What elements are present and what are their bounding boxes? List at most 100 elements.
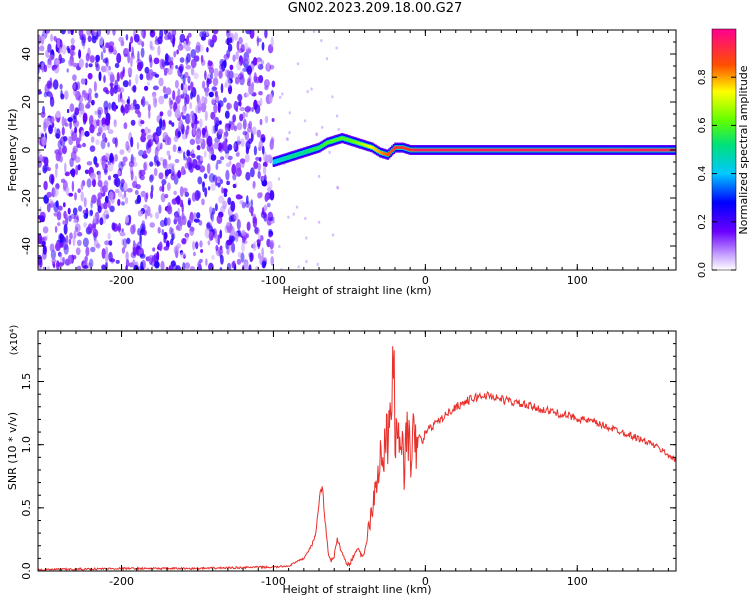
signal-ridge-cell — [284, 156, 288, 160]
signal-ridge-cell — [385, 152, 388, 156]
noise-cell — [158, 204, 162, 214]
noise-cell — [196, 41, 201, 51]
noise-cell — [221, 187, 224, 194]
noise-cell — [226, 180, 231, 186]
noise-cell — [195, 241, 199, 250]
signal-ridge-cell — [547, 148, 550, 152]
noise-cell — [263, 204, 268, 212]
noise-cell — [149, 222, 155, 228]
noise-cell — [306, 90, 309, 94]
noise-cell — [49, 77, 53, 87]
signal-ridge-cell — [574, 148, 578, 152]
noise-cell — [251, 106, 255, 113]
noise-cell — [199, 165, 206, 173]
noise-cell — [215, 234, 221, 244]
signal-ridge-cell — [650, 148, 654, 152]
noise-cell — [114, 62, 120, 69]
noise-cell — [49, 96, 55, 107]
noise-cell — [91, 99, 95, 106]
signal-ridge-cell — [312, 148, 315, 151]
noise-cell — [242, 112, 246, 119]
noise-cell — [208, 91, 214, 98]
noise-cell — [98, 119, 103, 129]
noise-cell — [131, 54, 135, 60]
signal-ridge-cell — [319, 145, 323, 148]
noise-cell — [222, 188, 228, 194]
noise-cell — [96, 30, 102, 37]
noise-cell — [116, 72, 120, 82]
noise-cell — [239, 106, 246, 112]
noise-cell — [226, 221, 231, 227]
noise-cell — [178, 119, 184, 130]
noise-cell — [268, 233, 273, 238]
noise-cell — [42, 226, 49, 234]
noise-cell — [103, 75, 106, 83]
noise-cell — [133, 33, 140, 43]
noise-cell — [93, 30, 97, 37]
colorbar-axes: 0.0 0.2 0.4 0.6 0.8 — [697, 69, 736, 278]
noise-cell — [263, 79, 270, 88]
signal-ridge-cell — [313, 147, 317, 151]
noise-cell — [174, 212, 178, 223]
noise-cell — [128, 79, 132, 87]
noise-cell — [190, 81, 194, 92]
signal-ridge-cell — [518, 148, 522, 152]
noise-cell — [184, 113, 191, 125]
noise-cell — [238, 36, 243, 45]
noise-cell — [316, 262, 319, 266]
noise-cell — [42, 164, 47, 174]
signal-ridge-cell — [427, 148, 430, 152]
x-tick-label: 100 — [567, 575, 588, 588]
noise-cell — [85, 52, 90, 62]
noise-cell — [139, 253, 146, 259]
noise-cell — [114, 79, 119, 91]
signal-ridge-cell — [588, 148, 591, 152]
signal-ridge-cell — [353, 140, 356, 144]
noise-cell — [143, 85, 149, 91]
y-tick-label: 0.0 — [20, 562, 33, 580]
signal-ridge-cell — [497, 148, 500, 152]
noise-cell — [182, 262, 186, 270]
signal-ridge-cell — [655, 148, 658, 152]
noise-cell — [66, 108, 70, 114]
noise-cell — [82, 112, 88, 123]
noise-cell — [203, 150, 207, 158]
noise-cell — [190, 49, 197, 59]
signal-ridge-cell — [362, 143, 365, 147]
noise-cell — [95, 63, 100, 72]
signal-ridge-cell — [573, 148, 576, 152]
noise-cell — [55, 59, 60, 65]
noise-cell — [148, 109, 151, 119]
noise-cell — [54, 126, 57, 135]
noise-cell — [108, 191, 114, 201]
noise-cell — [231, 163, 236, 175]
noise-cell — [210, 72, 214, 80]
noise-cell — [69, 103, 75, 113]
noise-cell — [55, 163, 59, 170]
signal-ridge-cell — [612, 148, 616, 152]
noise-cell — [220, 83, 224, 94]
noise-cell — [61, 126, 65, 136]
signal-ridge-cell — [289, 155, 292, 159]
noise-cell — [167, 109, 172, 118]
noise-cell — [135, 184, 141, 190]
signal-ridge-cell — [599, 148, 602, 152]
noise-cell — [262, 145, 265, 155]
signal-ridge-cell — [537, 148, 540, 152]
signal-ridge-cell — [467, 148, 470, 152]
noise-cell — [188, 214, 194, 224]
noise-cell — [193, 251, 196, 257]
signal-ridge-cell — [330, 140, 333, 143]
noise-cell — [196, 145, 201, 151]
signal-ridge-cell — [438, 148, 441, 152]
signal-ridge-cell — [625, 148, 628, 152]
noise-cell — [214, 137, 220, 144]
noise-cell — [108, 240, 113, 246]
snr-series-line — [38, 346, 676, 571]
signal-ridge-cell — [456, 148, 459, 152]
noise-cell — [162, 119, 166, 128]
noise-cell — [248, 252, 252, 258]
signal-ridge-cell — [454, 148, 458, 152]
noise-cell — [140, 265, 144, 270]
noise-cell — [241, 229, 246, 237]
